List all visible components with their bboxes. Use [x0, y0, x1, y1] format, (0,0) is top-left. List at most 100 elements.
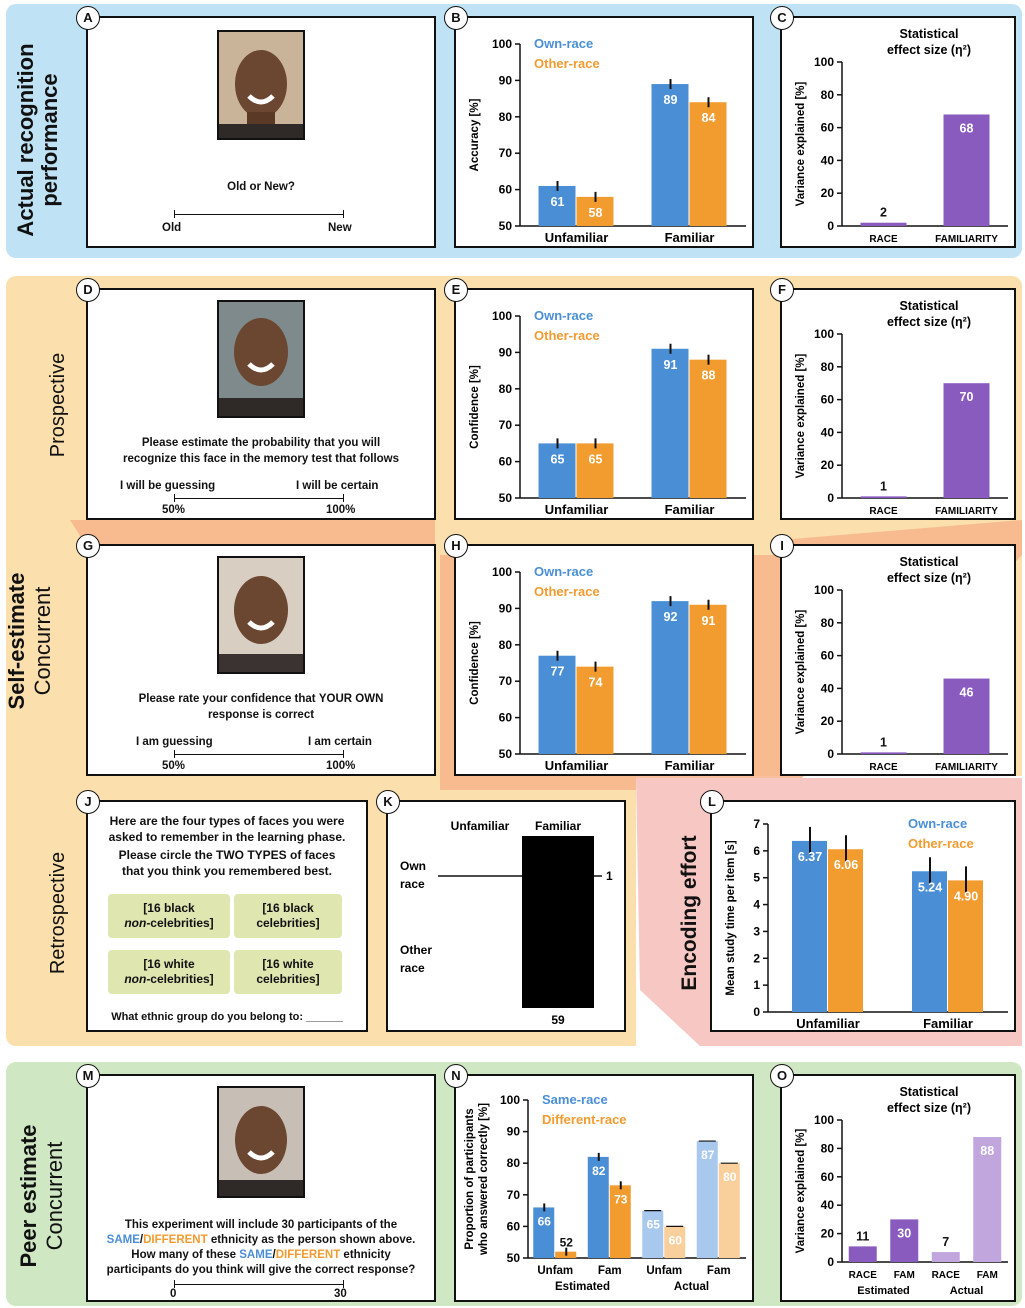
- y-tick-label: 60: [499, 183, 513, 197]
- group-box-white-celebrities[interactable]: [16 white celebrities]: [234, 950, 342, 994]
- panel-g-right-value: 100%: [326, 760, 355, 772]
- panel-d: Please estimate the probability that you…: [86, 288, 436, 520]
- panel-m-left-value: 0: [170, 1288, 176, 1300]
- y-tick-label: 60: [821, 393, 835, 407]
- y-tick-label: 100: [814, 55, 834, 69]
- label-prospective: Prospective: [47, 325, 73, 485]
- panel-l: 0 1 2 3 4 5 6 7 Mean study time per item [s] 6.37…: [710, 800, 1016, 1032]
- panel-f: 0 20 40 60 80 100 Variance explained [%] Statis…: [780, 288, 1016, 520]
- y-tick-label: 7: [753, 817, 760, 831]
- y-tick-label: 80: [821, 616, 835, 630]
- effect-title-line2: effect size (η²): [887, 43, 971, 57]
- label-retrospective: Retrospective: [47, 823, 73, 1003]
- data-label: 77: [551, 665, 565, 679]
- group-box-white-noncelebrities[interactable]: [16 white non-celebrities]: [108, 950, 230, 994]
- y-axis-label: Accuracy [%]: [469, 98, 481, 171]
- x-tick-label: Familiar: [665, 230, 715, 245]
- panel-m-line3: How many of these SAME/DIFFERENT ethnici…: [88, 1248, 434, 1263]
- panel-m-line3-rest: ethnicity: [340, 1249, 390, 1261]
- row-title-self-bold: Self-estimate: [4, 481, 30, 801]
- k-marker-value: 1: [606, 869, 613, 883]
- old-new-scale[interactable]: [174, 214, 344, 215]
- panel-g-left-value: 50%: [162, 760, 185, 772]
- y-axis-label-line1: Proportion of participants: [464, 1108, 476, 1249]
- panel-m-right-value: 30: [334, 1288, 347, 1300]
- panel-letter-i: I: [770, 534, 794, 558]
- x-tick-label: Unfamiliar: [796, 1016, 860, 1030]
- panel-letter-e: E: [444, 278, 468, 302]
- data-label: 80: [723, 1170, 737, 1184]
- legend-own-race: Own-race: [534, 308, 593, 323]
- x-tick-label: Unfamiliar: [545, 758, 609, 773]
- panel-letter-d: D: [76, 278, 100, 302]
- y-tick-label: 0: [753, 1005, 760, 1019]
- k-row-other-a: Other: [400, 943, 432, 957]
- x-group-label: Actual: [950, 1285, 984, 1297]
- effect-title-line1: Statistical: [899, 299, 958, 313]
- legend-other-race: Other-race: [534, 56, 600, 71]
- chart-e: 5060708090100Confidence [%]65 65Unfamilia…: [456, 290, 752, 518]
- panel-m-line3-pre: How many of these: [131, 1249, 239, 1261]
- panel-j-ethnic-question[interactable]: What ethnic group do you belong to: ____…: [88, 1010, 366, 1025]
- box-rest: -celebrities]: [146, 916, 213, 930]
- panel-j-line2: asked to remember in the learning phase.: [88, 830, 366, 845]
- panel-g-line1-bold: YOUR OWN: [319, 693, 384, 705]
- face-photo: [217, 1086, 305, 1198]
- panel-letter-k: K: [376, 790, 400, 814]
- panel-i: 0 20 40 60 80 100 Variance explained [%] Statis…: [780, 544, 1016, 776]
- y-tick-label: 20: [821, 458, 835, 472]
- panel-m-line2-rest: ethnicity as the person shown above.: [208, 1234, 416, 1246]
- legend-different-race: Different-race: [542, 1112, 627, 1127]
- legend-other-race: Other-race: [534, 584, 600, 599]
- panel-m-line4: participants do you think will give the …: [88, 1263, 434, 1278]
- effect-bar: [861, 496, 907, 498]
- row-title-peer-bold: Peer estimate: [16, 1096, 42, 1296]
- y-tick-label: 100: [814, 583, 834, 597]
- effect-category-label: FAMILIARITY: [935, 762, 998, 773]
- peer-count-scale[interactable]: [174, 1284, 344, 1285]
- group-box-black-celebrities[interactable]: [16 black celebrities]: [234, 894, 342, 938]
- legend-other-race: Other-race: [534, 328, 600, 343]
- panel-j-line4: that you think you remembered best.: [88, 864, 366, 879]
- y-tick-label: 70: [499, 146, 513, 160]
- y-tick-label: 0: [827, 747, 834, 761]
- panel-letter-m: M: [76, 1064, 100, 1088]
- data-label: 61: [551, 195, 565, 209]
- box-rest: -celebrities]: [146, 972, 213, 986]
- effect-title-line2: effect size (η²): [887, 315, 971, 329]
- box-line1: [16 white: [124, 957, 213, 972]
- box-line2: celebrities]: [256, 972, 319, 987]
- probability-scale[interactable]: [174, 498, 344, 499]
- data-label: 89: [664, 93, 678, 107]
- y-tick-label: 100: [492, 37, 512, 51]
- effect-value-label: 88: [980, 1144, 994, 1158]
- panel-g-left-label: I am guessing: [136, 736, 213, 748]
- box-line2: non-celebrities]: [124, 916, 213, 931]
- x-group-label: Estimated: [555, 1281, 610, 1293]
- data-label: 88: [702, 369, 716, 383]
- k-col-unfamiliar: Unfamiliar: [451, 819, 510, 833]
- y-axis-label: Variance explained [%]: [795, 610, 807, 735]
- x-tick-label: Unfam: [646, 1265, 682, 1277]
- panel-j-line1: Here are the four types of faces you wer…: [88, 814, 366, 829]
- data-label: 92: [664, 610, 678, 624]
- row-title-self: Self-estimate Concurrent: [4, 481, 56, 801]
- data-label: 65: [647, 1218, 661, 1232]
- effect-category-label: RACE: [869, 506, 898, 517]
- panel-letter-c: C: [770, 6, 794, 30]
- y-tick-label: 80: [821, 1141, 835, 1155]
- panel-g-line2: response is correct: [88, 708, 434, 723]
- panel-j-line3-bold: TWO TYPES: [216, 848, 287, 862]
- chart-b: 50 60 70 80 90 100 Accuracy [%] 61 58 Unfamiliar 8…: [456, 18, 752, 246]
- row-title-actual-line2: performance: [38, 30, 62, 250]
- y-tick-label: 1: [753, 978, 760, 992]
- group-box-black-noncelebrities[interactable]: [16 black non-celebrities]: [108, 894, 230, 938]
- y-axis-label: Variance explained [%]: [795, 82, 807, 207]
- confidence-scale[interactable]: [174, 754, 344, 755]
- effect-value-label: 68: [960, 121, 974, 135]
- panel-m-diff: DIFFERENT: [143, 1234, 208, 1246]
- panel-d-line2: recognize this face in the memory test t…: [88, 452, 434, 467]
- data-label: 52: [560, 1236, 574, 1250]
- effect-title-line2: effect size (η²): [887, 571, 971, 585]
- y-tick-label: 50: [499, 219, 513, 233]
